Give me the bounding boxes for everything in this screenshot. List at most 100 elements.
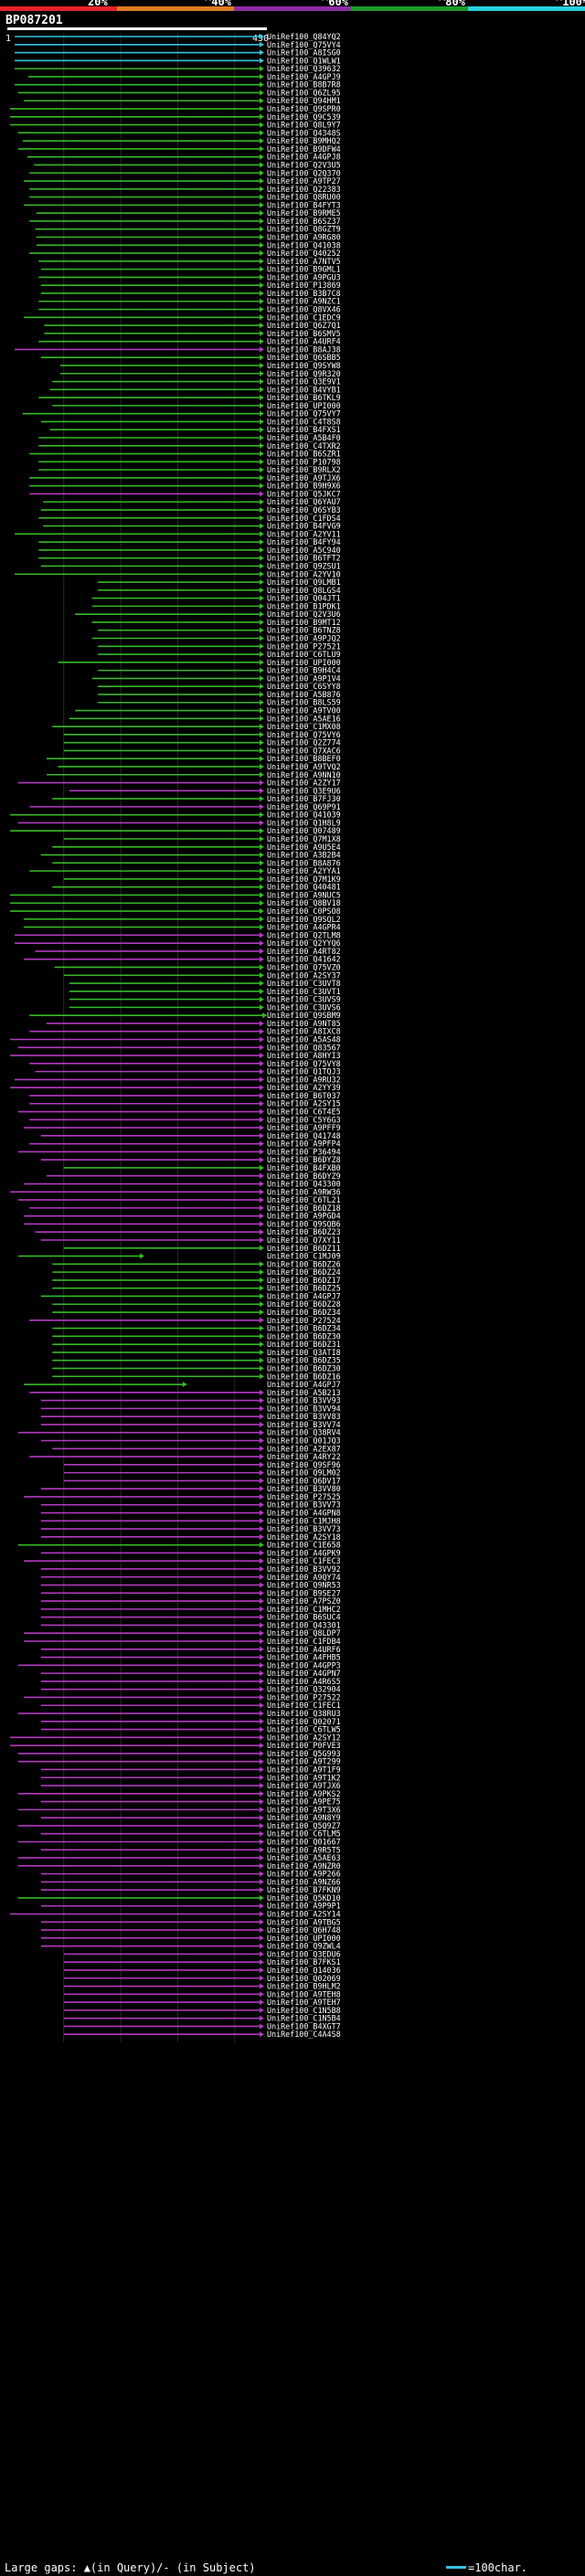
hit-label[interactable]: UniRef100_Q2V3U5: [267, 160, 341, 169]
hit-label[interactable]: UniRef100_B6DYZ9: [267, 1171, 341, 1181]
hit-label[interactable]: UniRef100_Q1TQJ3: [267, 1067, 341, 1076]
hit-label[interactable]: UniRef100_B3VV83: [267, 1412, 341, 1421]
hit-label[interactable]: UniRef100_B3B7C8: [267, 289, 341, 298]
hit-label[interactable]: UniRef100_C6SYY8: [267, 682, 341, 691]
hit-label[interactable]: UniRef100_Q7M1X8: [267, 834, 341, 843]
hit-label[interactable]: UniRef100_B3VV94: [267, 1404, 341, 1413]
hit-label[interactable]: UniRef100_B8A876: [267, 858, 341, 867]
hit-label[interactable]: UniRef100_B6DZ35: [267, 1356, 341, 1365]
hit-label[interactable]: UniRef100_P27521: [267, 641, 341, 651]
hit-label[interactable]: UniRef100_A4GPN7: [267, 1669, 341, 1678]
hit-label[interactable]: UniRef100_A2YV10: [267, 569, 341, 578]
hit-label[interactable]: UniRef100_Q01JQ3: [267, 1436, 341, 1446]
hit-label[interactable]: UniRef100_Q6ZL95: [267, 88, 341, 97]
hit-label[interactable]: UniRef100_Q7XAC6: [267, 746, 341, 755]
hit-label[interactable]: UniRef100_A9TJX6: [267, 1781, 341, 1790]
hit-label[interactable]: UniRef100_A4GPJ7: [267, 1291, 341, 1300]
hit-label[interactable]: UniRef100_B6DZ18: [267, 1203, 341, 1213]
hit-label[interactable]: UniRef100_A9T1K2: [267, 1773, 341, 1782]
hit-label[interactable]: UniRef100_C1FDB4: [267, 1637, 341, 1646]
hit-label[interactable]: UniRef100_B6DZ25: [267, 1284, 341, 1293]
hit-label[interactable]: UniRef100_Q8GZT9: [267, 225, 341, 234]
hit-label[interactable]: UniRef100_C1FEC3: [267, 1556, 341, 1565]
hit-label[interactable]: UniRef100_B8AJ38: [267, 345, 341, 354]
hit-label[interactable]: UniRef100_B4XGT7: [267, 2021, 341, 2030]
hit-label[interactable]: UniRef100_B6SZR1: [267, 450, 341, 459]
hit-label[interactable]: UniRef100_B9H4C4: [267, 666, 341, 675]
hit-label[interactable]: UniRef100_A4RY22: [267, 1452, 341, 1461]
hit-label[interactable]: UniRef100_B8BEF0: [267, 754, 341, 763]
hit-label[interactable]: UniRef100_C1MHC2: [267, 1605, 341, 1614]
hit-label[interactable]: UniRef100_A9PGU3: [267, 272, 341, 281]
hit-label[interactable]: UniRef100_Q4348S: [267, 128, 341, 137]
hit-label[interactable]: UniRef100_A9RU32: [267, 1075, 341, 1084]
hit-label[interactable]: UniRef100_Q2YYQ6: [267, 938, 341, 948]
hit-label[interactable]: UniRef100_Q9SQB6: [267, 1219, 341, 1228]
hit-label[interactable]: UniRef100_B6SMV5: [267, 329, 341, 338]
hit-label[interactable]: UniRef100_Q9R320: [267, 369, 341, 378]
hit-label[interactable]: UniRef100_Q9ZSU1: [267, 561, 341, 570]
hit-label[interactable]: UniRef100_Q41748: [267, 1131, 341, 1140]
hit-label[interactable]: UniRef100_Q94HM1: [267, 96, 341, 105]
hit-label[interactable]: UniRef100_A4R6S5: [267, 1677, 341, 1686]
hit-label[interactable]: UniRef100_Q14036: [267, 1966, 341, 1975]
hit-label[interactable]: UniRef100_UPI000: [267, 401, 341, 410]
hit-label[interactable]: UniRef100_A9NZC1: [267, 297, 341, 306]
hit-label[interactable]: UniRef100_Q1WLW1: [267, 56, 341, 65]
hit-label[interactable]: UniRef100_C3UVS9: [267, 995, 341, 1004]
hit-label[interactable]: UniRef100_A9T299: [267, 1757, 341, 1766]
hit-label[interactable]: UniRef100_Q41038: [267, 240, 341, 249]
hit-label[interactable]: UniRef100_Q2V3U6: [267, 610, 341, 619]
hit-label[interactable]: UniRef100_Q8L9Y7: [267, 121, 341, 130]
hit-label[interactable]: UniRef100_C5Y6G3: [267, 1115, 341, 1124]
hit-label[interactable]: UniRef100_A9NT85: [267, 1019, 341, 1028]
hit-label[interactable]: UniRef100_B3VV92: [267, 1564, 341, 1574]
hit-label[interactable]: UniRef100_Q75VY6: [267, 730, 341, 739]
hit-label[interactable]: UniRef100_A9PGD4: [267, 1212, 341, 1221]
hit-label[interactable]: UniRef100_A9PJQ2: [267, 634, 341, 643]
hit-label[interactable]: UniRef100_A9NN10: [267, 770, 341, 779]
hit-label[interactable]: UniRef100_A9P1V4: [267, 673, 341, 683]
hit-label[interactable]: UniRef100_A9T1F9: [267, 1765, 341, 1774]
hit-label[interactable]: UniRef100_Q9SQL2: [267, 915, 341, 924]
hit-label[interactable]: UniRef100_Q6YAU7: [267, 497, 341, 506]
hit-label[interactable]: UniRef100_A4GPJ7: [267, 1380, 341, 1389]
hit-label[interactable]: UniRef100_P27522: [267, 1692, 341, 1701]
hit-label[interactable]: UniRef100_C6TL21: [267, 1195, 341, 1204]
hit-label[interactable]: UniRef100_Q38RU3: [267, 1709, 341, 1718]
hit-label[interactable]: UniRef100_Q5JKC7: [267, 489, 341, 498]
hit-label[interactable]: UniRef100_Q83567: [267, 1043, 341, 1052]
hit-label[interactable]: UniRef100_A8ISG0: [267, 48, 341, 58]
hit-label[interactable]: UniRef100_A4GPJ8: [267, 153, 341, 162]
hit-label[interactable]: UniRef100_A4FHB5: [267, 1653, 341, 1662]
hit-label[interactable]: UniRef100_B3VV93: [267, 1396, 341, 1405]
hit-label[interactable]: UniRef100_UPI000: [267, 658, 341, 667]
hit-label[interactable]: UniRef100_B4FY94: [267, 537, 341, 546]
hit-label[interactable]: UniRef100_A4GPP3: [267, 1660, 341, 1670]
hit-label[interactable]: UniRef100_C6TLM5: [267, 1829, 341, 1839]
hit-label[interactable]: UniRef100_Q8VX46: [267, 305, 341, 314]
hit-label[interactable]: UniRef100_B6DZ24: [267, 1267, 341, 1277]
hit-label[interactable]: UniRef100_Q43300: [267, 1180, 341, 1189]
hit-label[interactable]: UniRef100_A9TEH7: [267, 1998, 341, 2007]
hit-label[interactable]: UniRef100_B6DZ28: [267, 1299, 341, 1309]
hit-label[interactable]: UniRef100_A5AS48: [267, 1035, 341, 1044]
hit-label[interactable]: UniRef100_Q8BV18: [267, 898, 341, 907]
hit-label[interactable]: UniRef100_A9PE75: [267, 1797, 341, 1807]
hit-label[interactable]: UniRef100_B9RLX2: [267, 465, 341, 474]
hit-label[interactable]: UniRef100_Q6Z7Q1: [267, 321, 341, 330]
hit-label[interactable]: UniRef100_B6DZ16: [267, 1372, 341, 1381]
hit-label[interactable]: UniRef100_P10798: [267, 457, 341, 466]
hit-label[interactable]: UniRef100_A9PFF9: [267, 1123, 341, 1132]
hit-label[interactable]: UniRef100_B4FYT3: [267, 200, 341, 209]
hit-label[interactable]: UniRef100_C1EDC9: [267, 313, 341, 322]
hit-label[interactable]: UniRef100_A9N8Y9: [267, 1813, 341, 1822]
hit-label[interactable]: UniRef100_Q9C539: [267, 112, 341, 122]
hit-label[interactable]: UniRef100_B7FJ30: [267, 794, 341, 803]
hit-label[interactable]: UniRef100_A5C940: [267, 546, 341, 555]
hit-label[interactable]: UniRef100_Q9LMB1: [267, 578, 341, 587]
hit-label[interactable]: UniRef100_C4T8S8: [267, 417, 341, 426]
hit-label[interactable]: UniRef100_Q84YQ2: [267, 32, 341, 41]
hit-label[interactable]: UniRef100_B6DZ11: [267, 1244, 341, 1253]
hit-label[interactable]: UniRef100_C4TXR2: [267, 441, 341, 451]
